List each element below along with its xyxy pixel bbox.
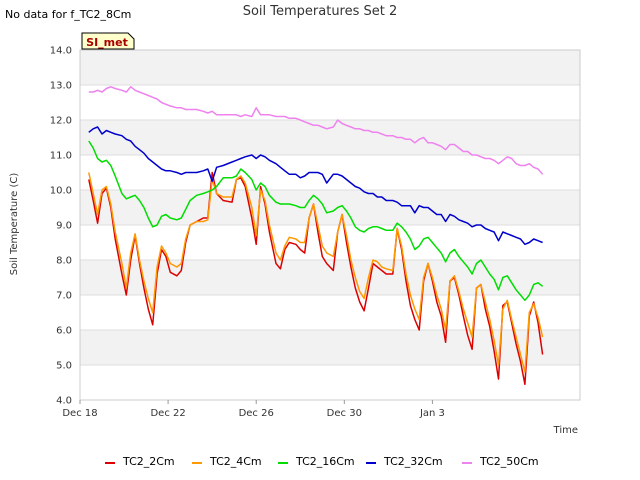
y-axis-ticks: 4.0 5.0 6.0 7.0 8.0 9.0 10.0 11.0 12.0 13.0 14.0 — [50, 46, 72, 407]
station-badge-box — [81, 32, 135, 50]
x-tick-label: Dec 30 — [327, 408, 362, 419]
grid-band — [80, 330, 580, 365]
series-line-tc2-50cm — [88, 86, 544, 175]
y-tick-label: 8.0 — [56, 256, 72, 267]
y-tick-label: 10.0 — [50, 186, 72, 197]
y-tick-label: 12.0 — [50, 116, 72, 127]
legend: TC2_2Cm TC2_4Cm TC2_16Cm TC2_32Cm TC2_50Cm — [105, 455, 539, 468]
legend-item-tc2-4cm: TC2_4Cm — [192, 455, 262, 468]
series-lines — [88, 86, 544, 386]
legend-label: TC2_4Cm — [209, 455, 262, 468]
series-line-tc2-2cm — [88, 171, 544, 386]
series-line-tc2-16cm — [88, 140, 544, 302]
y-tick-label: 13.0 — [50, 81, 72, 92]
grid-band — [80, 120, 580, 155]
x-tick-label: Dec 26 — [239, 408, 274, 419]
grid-band — [80, 190, 580, 225]
plot-background-bands — [80, 50, 580, 365]
x-axis-ticks: Dec 18 Dec 22 Dec 26 Dec 30 Jan 3 — [62, 400, 445, 419]
legend-item-tc2-50cm: TC2_50Cm — [462, 455, 539, 468]
y-axis-label: Soil Temperature (C) — [9, 173, 20, 276]
chart-title: Soil Temperatures Set 2 — [243, 4, 398, 19]
grid-band — [80, 50, 580, 85]
series-line-tc2-32cm — [88, 126, 543, 246]
y-tick-label: 5.0 — [56, 361, 72, 372]
y-tick-label: 4.0 — [56, 396, 72, 407]
station-badge: SI_met — [81, 32, 135, 50]
legend-item-tc2-32cm: TC2_32Cm — [366, 455, 443, 468]
y-tick-label: 6.0 — [56, 326, 72, 337]
x-tick-label: Jan 3 — [419, 408, 445, 419]
legend-item-tc2-16cm: TC2_16Cm — [278, 455, 355, 468]
plot-area — [79, 49, 581, 401]
station-badge-label: SI_met — [86, 36, 128, 49]
series-line-tc2-4cm — [88, 172, 544, 373]
legend-label: TC2_32Cm — [383, 455, 443, 468]
x-tick-label: Dec 18 — [62, 408, 97, 419]
y-tick-label: 9.0 — [56, 221, 72, 232]
grid-band — [80, 260, 580, 295]
no-data-note: No data for f_TC2_8Cm — [5, 8, 131, 21]
x-tick-label: Dec 22 — [150, 408, 185, 419]
legend-label: TC2_16Cm — [295, 455, 355, 468]
x-axis-label: Time — [553, 425, 578, 436]
y-tick-label: 14.0 — [50, 46, 72, 57]
legend-label: TC2_50Cm — [479, 455, 539, 468]
y-tick-label: 11.0 — [50, 151, 72, 162]
legend-item-tc2-2cm: TC2_2Cm — [105, 455, 175, 468]
y-tick-label: 7.0 — [56, 291, 72, 302]
legend-label: TC2_2Cm — [122, 455, 175, 468]
